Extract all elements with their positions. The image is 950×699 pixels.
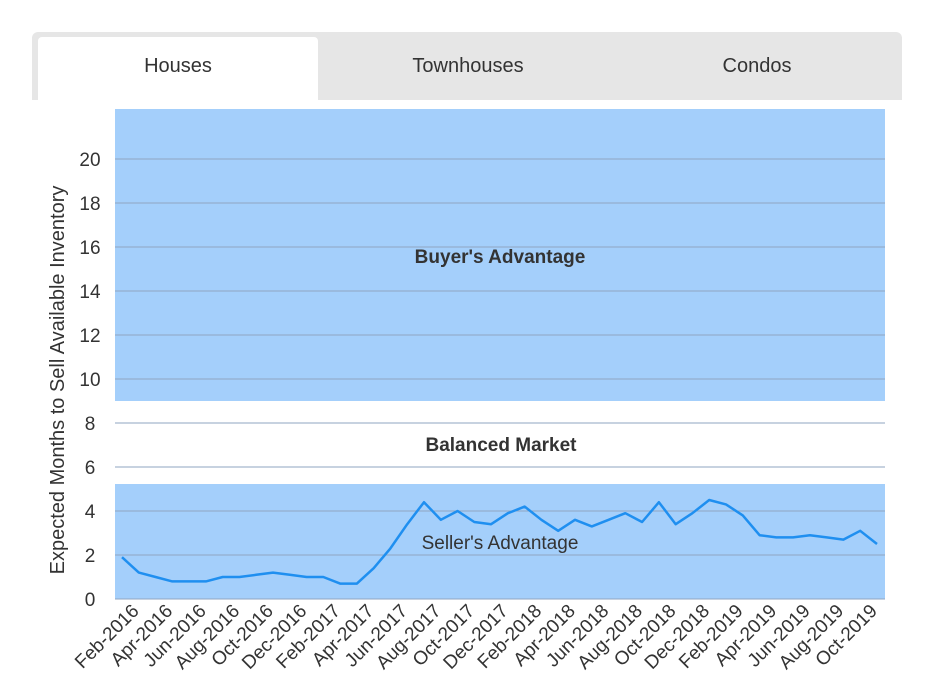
y-tick-label: 2 [85, 546, 96, 567]
y-tick-label: 0 [85, 590, 96, 611]
y-tick-label: 6 [85, 458, 96, 479]
tab-bar: Houses Townhouses Condos [32, 32, 902, 100]
y-tick-label: 12 [79, 326, 100, 347]
balanced-market-label: Balanced Market [425, 435, 577, 456]
tab-townhouses[interactable]: Townhouses [412, 55, 524, 77]
y-tick-label: 10 [79, 370, 100, 391]
y-axis-label: Expected Months to Sell Available Invent… [47, 186, 69, 575]
tab-houses[interactable]: Houses [38, 37, 318, 100]
y-tick-label: 20 [79, 150, 100, 171]
y-tick-label: 16 [79, 238, 100, 259]
sellers-zone [115, 484, 885, 599]
y-tick-label: 14 [79, 282, 101, 303]
buyers-advantage-label: Buyer's Advantage [415, 247, 586, 268]
y-tick-label: 4 [85, 502, 96, 523]
buyers-zone [115, 109, 885, 401]
tab-condos[interactable]: Condos [722, 55, 792, 77]
sellers-advantage-label: Seller's Advantage [422, 533, 579, 554]
series-line [121, 498, 878, 585]
y-tick-label: 8 [85, 414, 96, 435]
y-tick-label: 18 [79, 194, 100, 215]
